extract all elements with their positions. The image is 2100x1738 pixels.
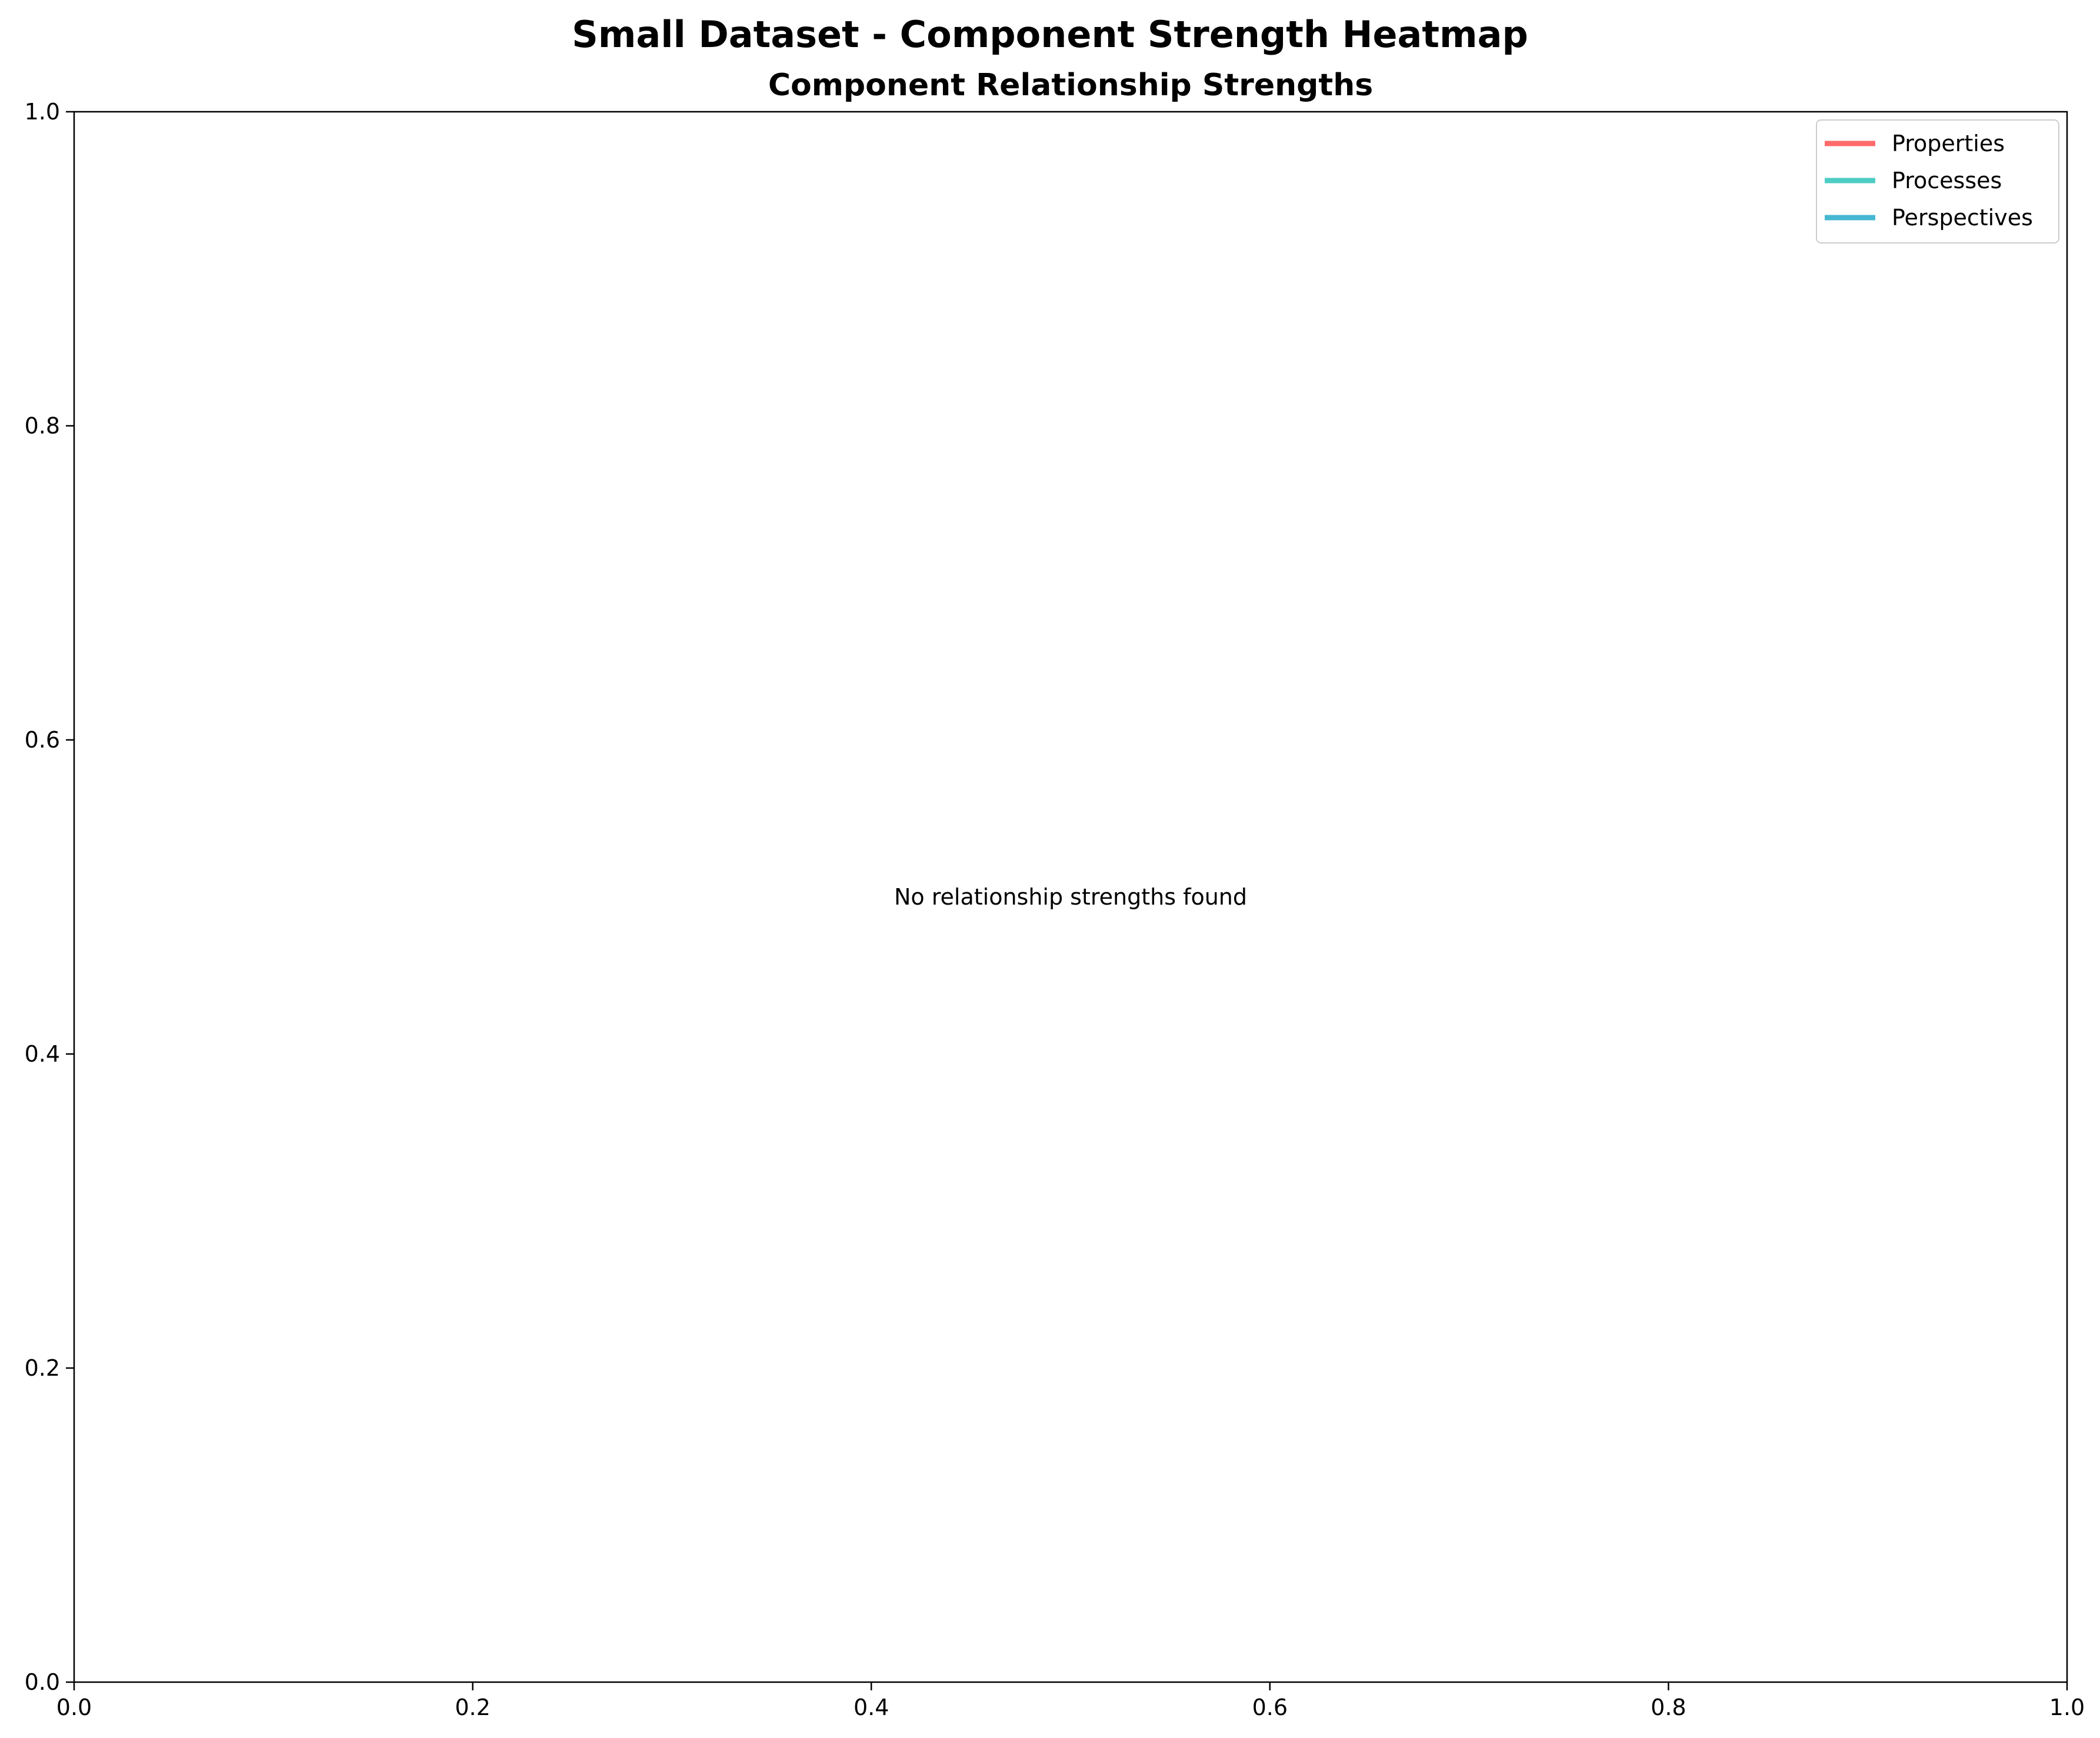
y-tick-label: 0.4 [25,1041,60,1067]
plot-area [73,111,2068,1683]
chart-subtitle: Component Relationship Strengths [768,68,1373,103]
legend-label-properties: Properties [1892,131,2005,156]
y-tick-label: 0.6 [25,727,60,753]
x-tick-label: 0.4 [854,1694,889,1720]
x-tick-label: 0.0 [56,1694,92,1720]
y-tick-label: 0.0 [25,1669,60,1695]
y-tick-label: 0.8 [25,413,60,439]
x-tick-label: 1.0 [2049,1694,2085,1720]
y-axis: 0.0 0.2 0.4 0.6 0.8 1.0 [25,99,74,1695]
x-tick-label: 0.2 [455,1694,490,1720]
y-tick-label: 0.2 [25,1355,60,1381]
empty-data-annotation: No relationship strengths found [894,884,1247,910]
legend-label-perspectives: Perspectives [1892,205,2033,231]
chart-title: Small Dataset - Component Strength Heatm… [572,13,1528,56]
x-tick-label: 0.6 [1252,1694,1288,1720]
x-tick-label: 0.8 [1651,1694,1686,1720]
legend: Properties Processes Perspectives [1816,119,2059,243]
y-tick-label: 1.0 [25,99,60,125]
legend-label-processes: Processes [1892,168,2002,194]
x-axis: 0.0 0.2 0.4 0.6 0.8 1.0 [56,1682,2085,1720]
legend-frame [1816,119,2059,243]
